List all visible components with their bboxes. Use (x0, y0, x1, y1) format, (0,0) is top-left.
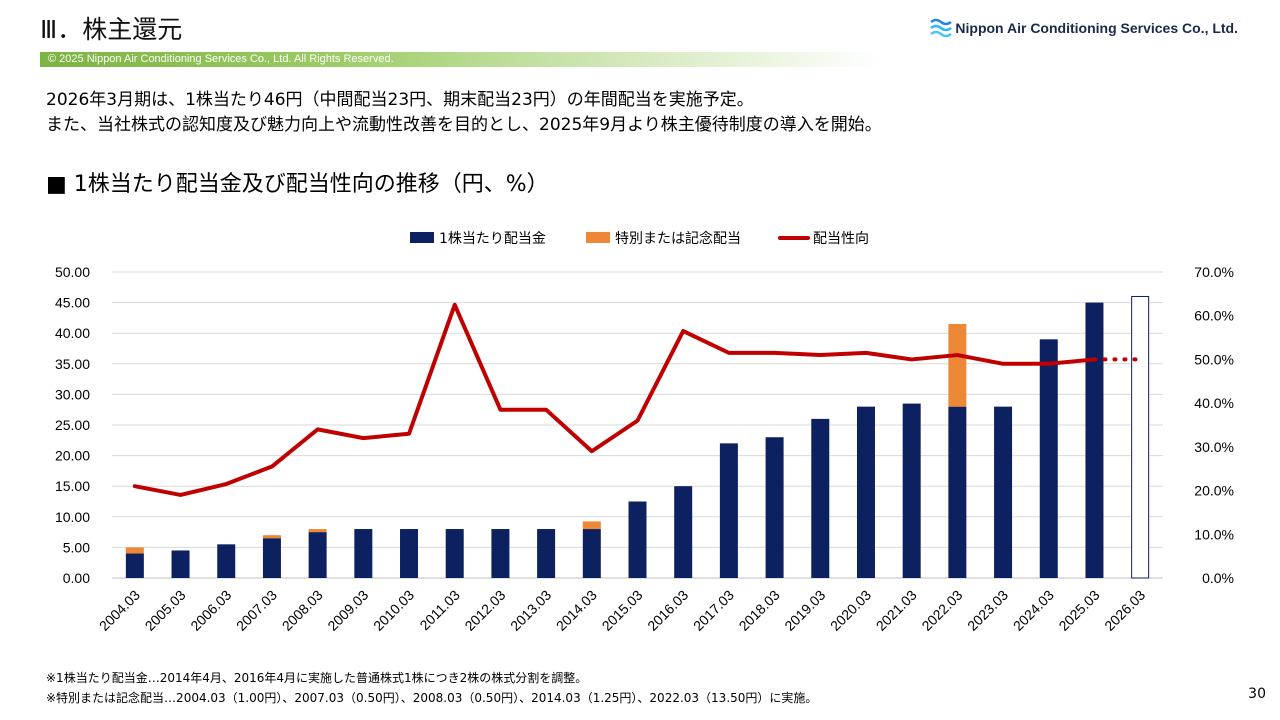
dividend-bar (811, 418, 830, 578)
x-tick-label: 2006.03 (187, 587, 234, 634)
dividend-bar (582, 529, 601, 578)
y-right-tick-label: 10.0% (1194, 526, 1234, 542)
dividend-bar (125, 553, 144, 578)
x-tick-label: 2023.03 (964, 587, 1011, 634)
dividend-bar (765, 437, 784, 578)
special-dividend-bar (948, 324, 967, 407)
x-tick-label: 2020.03 (827, 587, 874, 634)
forecast-bar (1131, 295, 1150, 579)
footnote-2: ※特別または記念配当…2004.03（1.00円）、2007.03（0.50円）… (46, 691, 818, 705)
x-tick-label: 2026.03 (1101, 587, 1148, 634)
x-tick-label: 2021.03 (873, 587, 920, 634)
y-left-tick-label: 25.00 (55, 417, 90, 433)
x-tick-label: 2022.03 (918, 587, 965, 634)
wave-logo-icon (930, 18, 953, 38)
legend-swatch (410, 232, 434, 243)
y-right-tick-label: 40.0% (1194, 395, 1234, 411)
y-right-tick-label: 20.0% (1194, 483, 1234, 499)
x-tick-label: 2011.03 (416, 587, 463, 634)
intro-line-2: また、当社株式の認知度及び魅力向上や流動性改善を目的とし、2025年9月より株主… (46, 115, 882, 135)
x-tick-label: 2016.03 (644, 587, 691, 634)
y-left-tick-label: 0.00 (63, 570, 90, 586)
y-left-tick-label: 45.00 (55, 295, 90, 311)
legend-label: 1株当たり配当金 (439, 231, 546, 247)
dividend-bar (445, 529, 464, 578)
x-tick-label: 2007.03 (233, 587, 280, 634)
dividend-chart: 0.00 5.00 10.00 15.00 20.00 25.00 30.00 35.00 40… (55, 230, 1234, 634)
dividend-bar (1039, 339, 1058, 578)
x-tick-label: 2008.03 (279, 587, 326, 634)
y-right-tick-label: 60.0% (1194, 308, 1234, 324)
legend-label: 特別または記念配当 (615, 230, 741, 247)
y-left-tick-label: 5.00 (63, 539, 90, 555)
company-logo: Nippon Air Conditioning Services Co., Lt… (930, 18, 1238, 38)
logo-text: Nippon Air Conditioning Services Co., Lt… (955, 20, 1238, 36)
y-right-tick-label: 50.0% (1194, 351, 1234, 367)
x-tick-label: 2013.03 (507, 587, 554, 634)
copyright-text: © 2025 Nippon Air Conditioning Services … (48, 53, 394, 65)
dividend-bar (902, 403, 921, 578)
x-tick-label: 2017.03 (690, 587, 737, 634)
intro-line-1: 2026年3月期は、1株当たり46円（中間配当23円、期末配当23円）の年間配当… (46, 90, 754, 110)
y-left-tick-label: 30.00 (55, 386, 90, 402)
y-left-tick-label: 15.00 (55, 478, 90, 494)
dividend-bar (856, 406, 875, 578)
special-dividend-bar (308, 529, 327, 533)
y-right-tick-label: 70.0% (1194, 264, 1234, 280)
footnotes: ※1株当たり配当金…2014年4月、2016年4月に実施した普通株式1株につき2… (46, 668, 817, 708)
dividend-bar (1085, 302, 1104, 578)
page-title: Ⅲ．株主還元 (40, 15, 183, 44)
x-tick-label: 2019.03 (781, 587, 828, 634)
special-dividend-bar (262, 535, 281, 539)
x-tick-label: 2024.03 (1010, 587, 1057, 634)
y-left-tick-label: 50.00 (55, 264, 90, 280)
dividend-bar (491, 529, 510, 578)
x-tick-label: 2025.03 (1055, 587, 1102, 634)
dividend-bar (262, 538, 281, 578)
intro-text: 2026年3月期は、1株当たり46円（中間配当23円、期末配当23円）の年間配当… (46, 88, 882, 138)
x-tick-label: 2018.03 (736, 587, 783, 634)
legend-swatch (586, 232, 610, 243)
y-left-tick-label: 20.00 (55, 448, 90, 464)
dividend-bar (674, 486, 693, 578)
footnote-1: ※1株当たり配当金…2014年4月、2016年4月に実施した普通株式1株につき2… (46, 671, 588, 685)
x-tick-label: 2004.03 (96, 587, 143, 634)
special-dividend-bar (582, 521, 601, 530)
dividend-bar (308, 532, 327, 578)
x-tick-label: 2010.03 (370, 587, 417, 634)
x-tick-label: 2015.03 (599, 587, 646, 634)
x-tick-label: 2012.03 (461, 587, 508, 634)
x-tick-label: 2009.03 (324, 587, 371, 634)
dividend-bar (628, 501, 647, 578)
x-tick-label: 2005.03 (142, 587, 189, 634)
dividend-bar (719, 443, 738, 578)
dividend-bar (994, 406, 1013, 578)
legend-label: 配当性向 (813, 231, 869, 247)
copyright-bar (40, 52, 880, 67)
section-title: ■ 1株当たり配当金及び配当性向の推移（円、%） (46, 172, 549, 197)
page-number: 30 (1248, 686, 1266, 702)
y-right-tick-label: 30.0% (1194, 439, 1234, 455)
dividend-bar (217, 544, 236, 578)
special-dividend-bar (125, 547, 144, 554)
dividend-bar (400, 529, 419, 578)
y-right-tick-label: 0.0% (1202, 570, 1234, 586)
dividend-bar (948, 406, 967, 578)
y-left-tick-label: 35.00 (55, 356, 90, 372)
dividend-bar (537, 529, 556, 578)
dividend-bar (171, 550, 190, 578)
y-left-tick-label: 10.00 (55, 509, 90, 525)
y-left-tick-label: 40.00 (55, 325, 90, 341)
dividend-bar (354, 529, 373, 578)
x-tick-label: 2014.03 (553, 587, 600, 634)
payout-ratio-line (132, 302, 1097, 497)
